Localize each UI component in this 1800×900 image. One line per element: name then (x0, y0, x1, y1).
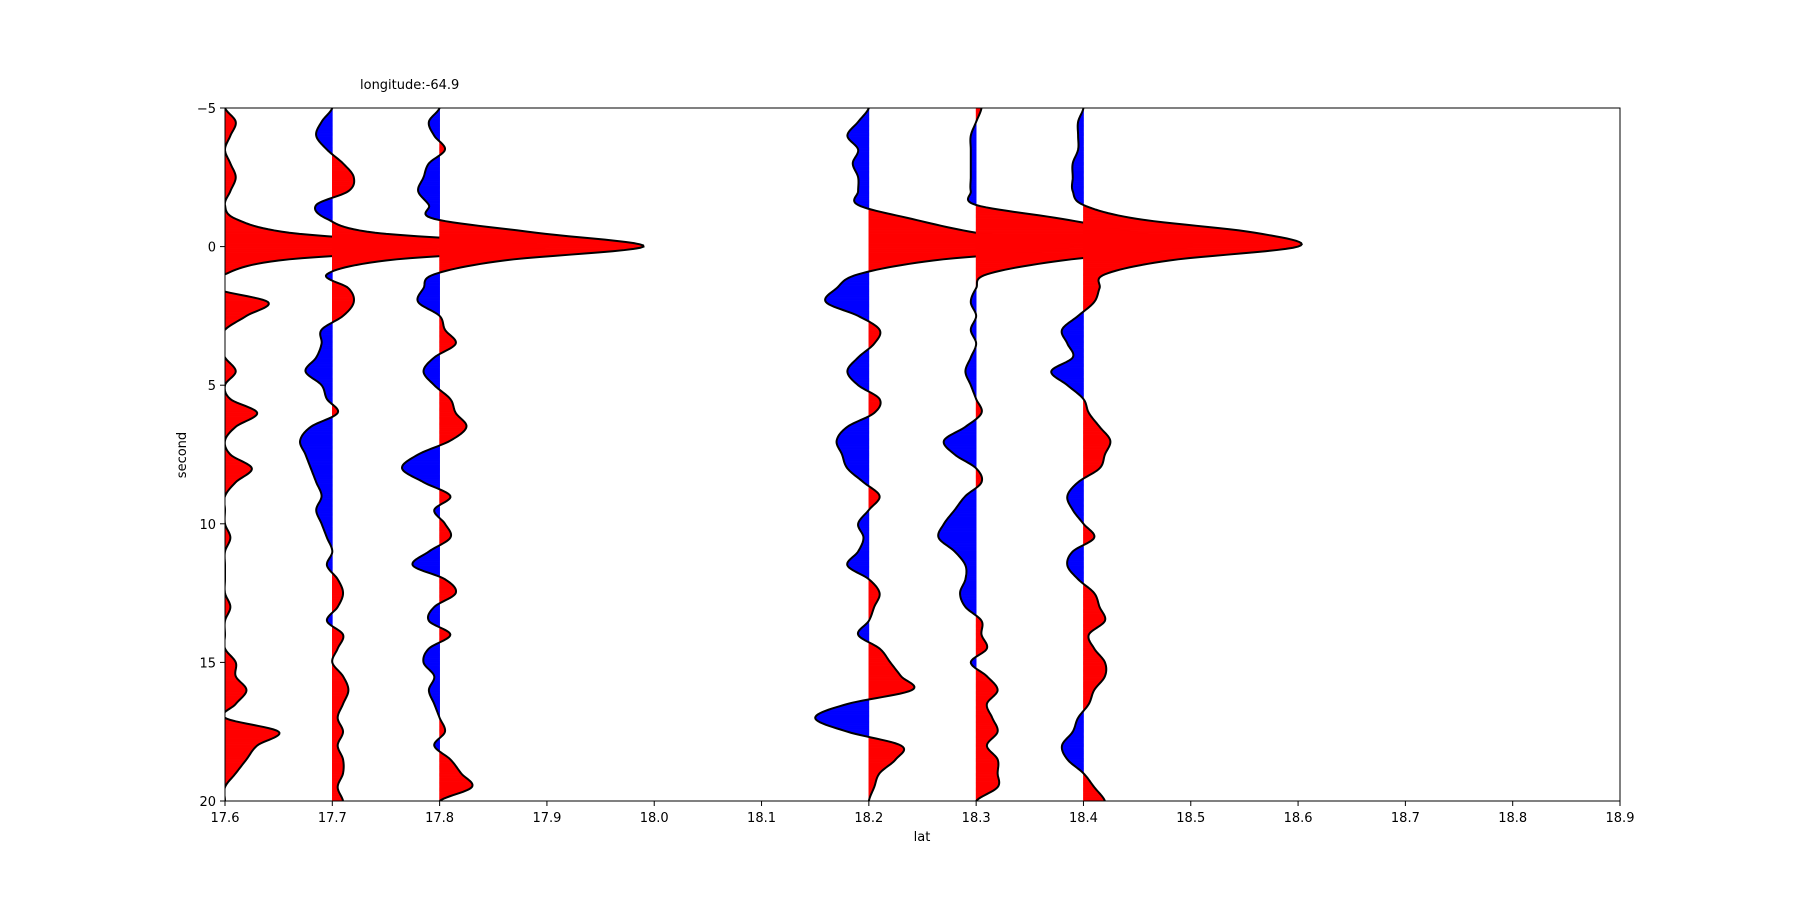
y-tick-label: 5 (208, 379, 216, 394)
trace-line (814, 108, 1074, 801)
x-axis: 17.6 17.7 17.8 17.9 18.0 18.1 18.2 18.3 18.4 18.5… (211, 801, 1635, 826)
trace-fill-segment (225, 280, 226, 283)
y-tick-label: 15 (199, 656, 216, 671)
trace-line (298, 108, 550, 801)
trace-fill-segment (225, 278, 226, 281)
y-tick-label: 10 (199, 518, 216, 533)
x-tick-label: 17.8 (425, 811, 454, 826)
trace-fill-segment (225, 344, 226, 347)
y-axis-label: second (175, 432, 190, 478)
x-tick-label: 17.7 (318, 811, 347, 826)
x-tick-label: 18.7 (1391, 811, 1420, 826)
x-tick-label: 18.5 (1176, 811, 1205, 826)
trace-fill-segment (225, 285, 226, 288)
trace-fill-segment (225, 350, 226, 353)
trace-fill-segment (225, 349, 226, 351)
trace-fill-segment (225, 339, 226, 342)
trace-fill-segment (225, 286, 226, 289)
trace-fill-segment (225, 338, 226, 341)
trace-fill-segment (225, 332, 226, 335)
trace-fill-segment (225, 336, 226, 339)
trace-fill-segment (225, 282, 226, 284)
trace-fill-segment (225, 337, 226, 340)
x-tick-label: 17.6 (211, 811, 240, 826)
trace-fill-segment (225, 343, 226, 346)
trace-fill-segment (225, 283, 226, 286)
x-axis-label: lat (914, 830, 931, 845)
trace-fill-segment (225, 345, 226, 348)
trace-fill-segment (225, 284, 226, 287)
x-tick-label: 17.9 (532, 811, 561, 826)
x-tick-label: 18.9 (1606, 811, 1635, 826)
chart-title: longitude:-64.9 (360, 78, 459, 93)
trace-fill-segment (225, 290, 226, 292)
trace-fill-segment (225, 277, 226, 280)
trace-fill-segment (225, 335, 226, 337)
trace-line (225, 108, 442, 801)
trace-line (401, 108, 645, 801)
y-axis: −5 0 5 10 15 20 (197, 102, 225, 810)
trace-fill-segment (225, 342, 226, 344)
y-tick-label: 20 (199, 795, 216, 810)
trace-fill-segment (225, 334, 226, 336)
trace-fill-segment (225, 289, 226, 291)
trace-group (225, 108, 1303, 801)
trace-fill-segment (225, 346, 226, 349)
x-tick-label: 18.8 (1498, 811, 1527, 826)
x-tick-label: 18.3 (962, 811, 991, 826)
x-tick-label: 18.6 (1284, 811, 1313, 826)
trace-fill-segment (225, 287, 226, 290)
x-tick-label: 18.2 (854, 811, 883, 826)
x-tick-label: 18.0 (640, 811, 669, 826)
x-tick-label: 18.1 (747, 811, 776, 826)
trace-fill-segment (225, 347, 226, 350)
trace-fill-segment (225, 341, 226, 343)
trace-fill-segment (225, 276, 226, 279)
y-tick-label: −5 (197, 102, 216, 117)
x-tick-label: 18.4 (1069, 811, 1098, 826)
y-tick-label: 0 (208, 241, 216, 256)
trace-fill-segment (225, 275, 226, 277)
trace-fill-segment (225, 279, 226, 282)
